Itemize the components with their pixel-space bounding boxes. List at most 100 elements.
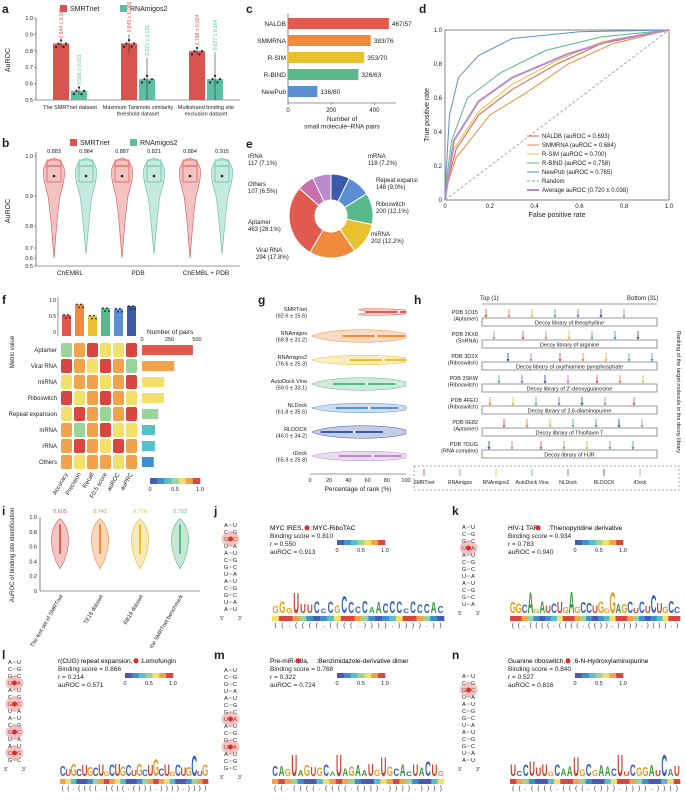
k-colorbar-cell <box>578 540 583 545</box>
m-logo-letter: U <box>368 761 374 780</box>
f-bar-tick-label: 0 <box>140 337 143 343</box>
h-rank-arrowhead <box>534 403 538 406</box>
j-score-cell <box>423 616 431 621</box>
h-rank-arrowhead <box>604 359 608 362</box>
k-logo-letter: C <box>674 606 680 615</box>
m-score-cell <box>437 779 445 784</box>
l-score-cell <box>60 779 66 784</box>
j-logo-letter: C <box>424 602 430 617</box>
m-dotbracket: ( <box>357 786 359 792</box>
m-colorbar-cell <box>378 673 382 678</box>
n-logo-letter: U <box>655 769 661 778</box>
f-heat-cell <box>87 455 98 469</box>
l-score-cell <box>114 779 121 784</box>
l-score-cell <box>92 779 99 784</box>
n-score-cell <box>535 779 542 784</box>
k-nt: C <box>462 532 466 538</box>
h-library-label: Decoy library of 2′-deoxyguanosine <box>527 387 613 393</box>
n-logo-letter: U <box>542 761 548 780</box>
m-nt: C <box>224 675 228 681</box>
b-median-label: 0.884 <box>183 149 197 155</box>
m-nt: U <box>224 689 228 695</box>
j-dotbracket: ) <box>433 623 435 629</box>
n-score-cell <box>648 779 656 784</box>
n-logo-letter: A <box>605 765 611 780</box>
f-metric-point <box>121 310 123 313</box>
g-category-label: RLDOCK (46.0 ± 34.2) <box>276 427 307 440</box>
k-score-cell <box>580 616 587 621</box>
d-xtick-label: 0.6 <box>575 204 584 210</box>
f-metric-point <box>104 310 106 313</box>
k-dotbracket: ( <box>565 623 567 629</box>
l-score-cell <box>186 779 192 784</box>
a-legend-label: RNAmigos2 <box>130 6 167 13</box>
j-score-cell <box>313 616 321 621</box>
a-ytick-label: 0.7 <box>25 65 33 71</box>
i-median-label: 0.695 <box>53 509 67 515</box>
m-nt: G <box>224 766 228 772</box>
d-roc-curve <box>444 29 670 200</box>
h-rank-arrowhead <box>585 447 589 450</box>
k-dotbracket: ) <box>664 623 666 629</box>
k-score-cell <box>562 616 569 621</box>
n-nt: A <box>462 702 466 708</box>
f-colorbar-cell <box>192 478 197 484</box>
l-nt: U <box>17 716 21 722</box>
n-nt: A <box>462 758 466 764</box>
f-pairs-bar <box>142 425 155 435</box>
b-mean <box>188 174 192 178</box>
f-metric-point <box>69 317 71 319</box>
l-logo-letter: U <box>98 761 104 780</box>
f-metric-point <box>78 306 80 309</box>
l-logo-letter: G <box>71 761 77 780</box>
k-nt: G <box>471 532 475 538</box>
l-logo-letter: C <box>159 767 165 780</box>
m-logo-letter: C <box>323 761 329 780</box>
k-dotbracket: ) <box>676 623 678 629</box>
l-logo-letter: G <box>169 770 176 778</box>
h-library-label: Decoy library of 2,6-diaminopurine <box>528 409 612 415</box>
m-colorbar-cell <box>354 673 358 678</box>
k-five-prime: 5′ <box>458 611 462 617</box>
n-logo-letter: C <box>611 767 617 780</box>
f-pairs-bar <box>142 361 175 371</box>
j-colorbar-cell <box>361 540 365 545</box>
b-ytick-label: 0.6 <box>25 256 33 262</box>
j-score-cell <box>354 616 362 621</box>
l-nt: A <box>17 709 21 715</box>
b-category-label: ChEMBL <box>57 270 83 277</box>
chart-d-roc: 0 0.2 0.4 0.6 0.8 1.0 0 0.2 0.4 0.6 0.8 1.0 False po… <box>424 28 674 219</box>
k-dotbracket: ( <box>571 623 573 629</box>
m-dotbracket: ) <box>402 786 404 792</box>
m-auroc: auROC = 0.724 <box>270 682 316 689</box>
h-rank-arrowhead <box>613 337 617 340</box>
k-nt: C <box>471 567 475 573</box>
h-rank-arrowhead <box>566 381 570 384</box>
f-metric-point <box>102 307 104 310</box>
j-logo-letter: U <box>307 604 313 617</box>
c-bar <box>288 18 389 29</box>
j-score-cell <box>299 616 307 621</box>
d-ytick-label: 0.4 <box>434 130 443 136</box>
n-score-cell <box>642 779 649 784</box>
f-pairs-bar <box>142 345 193 355</box>
n-score-cell <box>617 779 624 784</box>
panel-label-m: m <box>214 648 225 662</box>
n-logo-letter: U <box>573 753 579 783</box>
n-logo-letter: A <box>649 762 655 780</box>
m-dotbracket: . <box>414 786 416 792</box>
h-bottom-label: Bottom (31) <box>627 296 658 302</box>
j-logo-letter: C <box>417 604 423 617</box>
a-legend-label: SMRTnet <box>70 6 99 13</box>
h-rank-arrowhead <box>567 337 571 340</box>
m-nt: C <box>224 703 228 709</box>
j-logo-letter: C <box>390 596 396 617</box>
motif-l: r(CUG) repeat expansion, :LomofunginBind… <box>4 658 208 792</box>
a-ytick-label: 0.5 <box>25 98 33 104</box>
l-logo-letter: U <box>197 769 203 778</box>
k-colorbar-cell <box>602 540 607 545</box>
a-point <box>148 81 151 84</box>
b-violin <box>75 157 97 255</box>
n-dotbracket: ( <box>563 786 565 792</box>
k-dotbracket: ( <box>541 623 543 629</box>
